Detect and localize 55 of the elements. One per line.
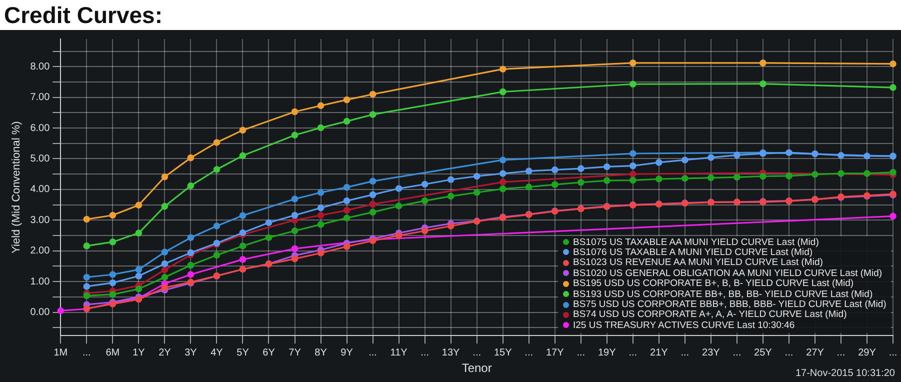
x-tick-label: ...: [368, 347, 377, 358]
y-tick-label: 8.00: [30, 61, 50, 72]
text: 17-Nov-2015 10:31:20: [795, 368, 895, 379]
x-tick-label: ...: [680, 347, 690, 358]
x-tick-label: ...: [576, 347, 586, 358]
x-tick-label: ...: [732, 347, 742, 358]
y-tick-label: 7.00: [30, 92, 50, 104]
legend-label: BS1020 US GENERAL OBLIGATION AA MUNI YIELD CURVE Last (Mid): [573, 268, 882, 279]
x-tick-label: ...: [628, 347, 638, 358]
x-tick-label: 6Y: [262, 347, 276, 358]
x-tick-label: 19Y: [598, 347, 616, 358]
x-tick-label: ...: [524, 347, 534, 358]
x-tick-label: 17Y: [546, 347, 564, 358]
x-tick-label: ...: [420, 347, 429, 358]
y-tick-label: 1.00: [30, 276, 50, 288]
x-tick-label: ...: [836, 347, 846, 358]
x-axis-title: Tenor: [462, 361, 492, 376]
y-tick-label: 3.00: [30, 214, 50, 226]
y-axis-title: Yield (Mid Conventional %): [10, 121, 23, 254]
legend-label: BS193 USD US CORPORATE BB+, BB, BB- YIELD CURVE Last (Mid): [573, 288, 873, 300]
x-tick-label: 6M: [106, 347, 120, 358]
legend-label: BS74 USD US CORPORATE A+, A, A- YIELD CURVE Last (Mid): [573, 309, 847, 320]
legend-label: BS1076 US TAXABLE A MUNI YIELD CURVE Last (Mid): [573, 247, 813, 258]
legend-label: BS195 USD US CORPORATE B+, B, B- YIELD CURVE Last (Mid): [573, 278, 854, 290]
legend-label: BS75 USD US CORPORATE BBB+, BBB, BBB- YIELD CURVE Last (Mid): [573, 299, 886, 310]
x-tick-label: ...: [888, 347, 898, 358]
x-tick-label: ...: [472, 347, 482, 358]
x-tick-label: 13Y: [442, 347, 460, 358]
y-tick-label: 2.00: [30, 246, 50, 257]
x-tick-label: 1M: [54, 347, 68, 358]
legend-label: BS1023 US REVENUE AA MUNI YIELD CURVE Last (Mid): [573, 257, 823, 268]
x-tick-label: 29Y: [858, 347, 876, 358]
x-tick-label: 27Y: [806, 347, 824, 358]
x-tick-label: 25Y: [754, 347, 772, 358]
y-tick-label: 0.00: [30, 307, 50, 318]
x-tick-label: 23Y: [702, 347, 720, 358]
x-tick-label: 8Y: [314, 347, 328, 358]
x-tick-label: 4Y: [210, 347, 224, 358]
x-tick-label: 1Y: [132, 347, 146, 358]
x-tick-label: 2Y: [158, 347, 172, 358]
y-tick-label: 4.00: [30, 184, 50, 196]
x-tick-label: ...: [784, 347, 794, 358]
legend-label: I25 US TREASURY ACTIVES CURVE Last 10:30:46: [573, 320, 795, 331]
y-tick-label: 6.00: [30, 122, 50, 134]
chart-title: Credit Curves:: [3, 1, 164, 30]
legend-label: BS1075 US TAXABLE AA MUNI YIELD CURVE Last (Mid): [573, 236, 819, 248]
x-tick-label: ...: [82, 347, 91, 358]
x-tick-label: 5Y: [236, 347, 250, 358]
x-tick-label: 3Y: [184, 347, 198, 358]
y-tick-label: 5.00: [30, 153, 50, 164]
x-tick-label: 11Y: [390, 347, 408, 358]
x-tick-label: 21Y: [650, 347, 668, 358]
x-tick-label: 7Y: [288, 347, 302, 358]
x-tick-label: 9Y: [340, 347, 354, 358]
x-tick-label: 15Y: [494, 347, 512, 358]
